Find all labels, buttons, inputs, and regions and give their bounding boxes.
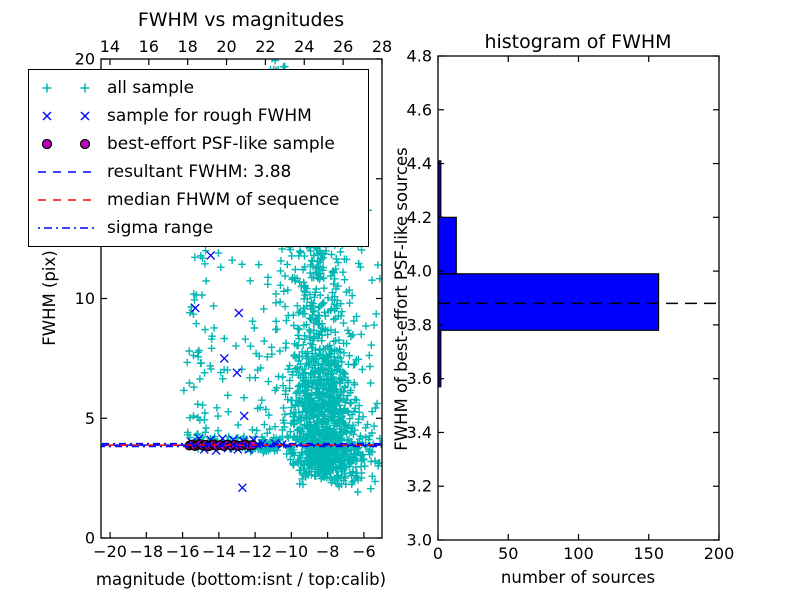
legend-item-label: resultant FWHM: 3.88 [107, 162, 292, 182]
histogram-plot: 0 50 100 150 200 3.0 3.2 3.4 3.6 3.8 4.0 4.2 4.4 4.6 4… [407, 47, 735, 564]
right-ytick-label: 4.0 [407, 262, 432, 281]
legend-item-median-fhwm-of-sequence: median FHWM of sequence [35, 187, 362, 213]
left-plot-title: FWHM vs magnitudes [138, 9, 344, 31]
right-ytick-label: 4.4 [407, 154, 432, 173]
left-top-xtick-label: 24 [294, 37, 314, 56]
legend-item-resultant-fwhm-3-88: resultant FWHM: 3.88 [35, 159, 362, 185]
rough-fwhm-points [187, 250, 287, 493]
right-ytick-label: 3.2 [407, 477, 432, 496]
dashdot-line-icon [38, 227, 96, 229]
left-top-xtick-label: 14 [100, 37, 120, 56]
right-ytick-label: 4.2 [407, 208, 432, 227]
scatter-plot: −20 −18 −16 −14 −12 −10 −8 −6 14 16 18 20 22 24 26 28 0 5… [75, 37, 393, 561]
circle-icon [41, 138, 91, 150]
legend: all sample sample for rough FWHM best-effo… [28, 69, 369, 247]
right-xtick-label: 200 [704, 544, 735, 563]
histogram-bars [438, 160, 660, 388]
left-ytick-label: 20 [75, 50, 95, 69]
right-ytick-label: 4.8 [407, 47, 432, 66]
dashed-line-icon [38, 199, 96, 201]
left-xtick-label: −10 [274, 542, 308, 561]
left-top-xtick-label: 22 [255, 37, 275, 56]
left-top-xtick-label: 28 [372, 37, 392, 56]
left-xtick-label: −8 [316, 542, 340, 561]
left-ytick-label: 5 [85, 409, 95, 428]
histogram-bar [438, 273, 660, 331]
legend-item-sigma-range: sigma range [35, 215, 362, 241]
left-xtick-label: −20 [93, 542, 127, 561]
x-icon [42, 111, 90, 121]
right-plot-title: histogram of FWHM [484, 31, 671, 53]
right-ytick-label: 3.0 [407, 531, 432, 550]
legend-item-label: all sample [107, 78, 195, 98]
left-ytick-label: 0 [85, 529, 95, 548]
plus-icon [42, 83, 90, 93]
legend-item-all-sample: all sample [35, 75, 362, 101]
legend-item-sample-for-rough-fwhm: sample for rough FWHM [35, 103, 362, 129]
left-xtick-label: −6 [352, 542, 376, 561]
left-top-xtick-label: 18 [177, 37, 197, 56]
legend-item-label: best-effort PSF-like sample [107, 134, 335, 154]
right-xtick-label: 100 [563, 544, 594, 563]
legend-item-best-effort-psf-like-sample: best-effort PSF-like sample [35, 131, 362, 157]
legend-item-label: sample for rough FWHM [107, 106, 312, 126]
right-plot-xlabel: number of sources [501, 568, 655, 587]
legend-item-label: median FHWM of sequence [107, 190, 340, 210]
left-xtick-label: −12 [238, 542, 272, 561]
left-xtick-label: −14 [202, 542, 236, 561]
right-xtick-label: 0 [433, 544, 443, 563]
left-ytick-label: 10 [75, 289, 95, 308]
right-ytick-label: 3.8 [407, 315, 432, 334]
right-ytick-label: 4.6 [407, 100, 432, 119]
right-xtick-label: 150 [633, 544, 664, 563]
fwhm-lines [101, 442, 382, 448]
legend-item-label: sigma range [107, 218, 214, 238]
right-ytick-label: 3.6 [407, 369, 432, 388]
dashed-line-icon [38, 171, 96, 173]
left-top-xtick-label: 16 [139, 37, 159, 56]
left-xtick-label: −18 [129, 542, 163, 561]
right-plot-ylabel: FWHM of best-effort PSF-like sources [392, 147, 411, 450]
left-plot-ylabel: FWHM (pix) [40, 250, 59, 345]
left-xtick-label: −16 [166, 542, 200, 561]
left-top-xtick-label: 20 [216, 37, 236, 56]
left-plot-xlabel: magnitude (bottom:isnt / top:calib) [96, 570, 386, 589]
left-top-xtick-label: 26 [333, 37, 353, 56]
right-xtick-label: 50 [498, 544, 518, 563]
histogram-bar [438, 216, 457, 275]
right-ytick-label: 3.4 [407, 423, 432, 442]
